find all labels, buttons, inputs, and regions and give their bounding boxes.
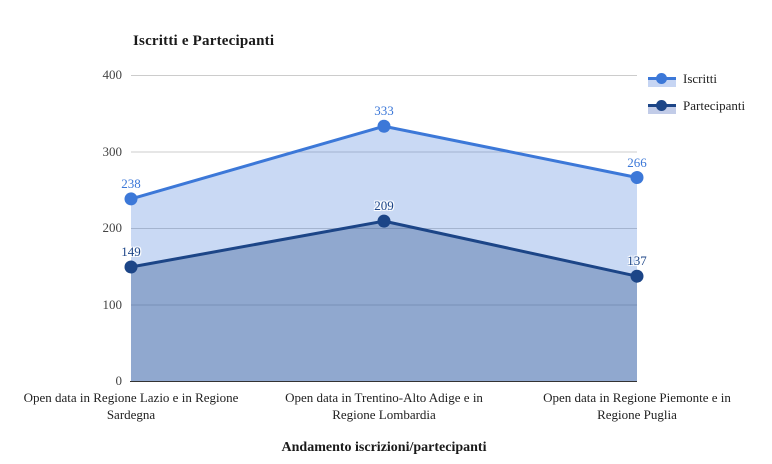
legend-item-iscritti: Iscritti — [648, 71, 745, 87]
point-marker-icon — [124, 260, 138, 274]
y-tick-label: 400 — [102, 67, 123, 82]
y-tick-label: 0 — [115, 373, 123, 388]
data-label-partecipanti: 137 — [627, 253, 647, 269]
legend: Iscritti Partecipanti — [648, 71, 745, 125]
point-marker-icon — [630, 171, 644, 185]
partecipanti-series-swatch-icon — [648, 99, 676, 114]
x-axis-title: Andamento iscrizioni/partecipanti — [281, 440, 487, 455]
y-tick-label: 200 — [102, 220, 123, 235]
data-label-iscritti: 333 — [374, 103, 394, 119]
data-label-iscritti: 266 — [627, 154, 647, 170]
y-tick-label: 300 — [102, 143, 123, 159]
data-label-partecipanti: 149 — [121, 244, 141, 259]
point-marker-icon — [630, 269, 644, 283]
point-marker-icon — [656, 72, 667, 84]
point-marker-icon — [124, 192, 138, 206]
point-marker-icon — [656, 99, 667, 111]
chart-title: Iscritti e Partecipanti — [133, 33, 275, 49]
data-label-partecipanti: 209 — [374, 198, 394, 214]
y-tick-label: 100 — [102, 296, 123, 312]
legend-item-partecipanti: Partecipanti — [648, 98, 745, 114]
point-marker-icon — [377, 214, 391, 228]
category-label: Open data in Regione Piemonte e in Region… — [543, 390, 731, 422]
legend-label: Iscritti — [683, 71, 717, 86]
iscritti-series-swatch-icon — [648, 72, 676, 87]
area-fill-iscritti — [131, 126, 637, 381]
category-label: Open data in Trentino-Alto Adige e in Reg… — [285, 390, 483, 422]
area-fill-partecipanti — [131, 221, 637, 381]
category-label: Open data in Regione Lazio e in Regione S… — [23, 390, 239, 422]
point-marker-icon — [377, 119, 391, 133]
legend-label: Partecipanti — [683, 98, 746, 113]
data-label-iscritti: 238 — [121, 175, 141, 191]
